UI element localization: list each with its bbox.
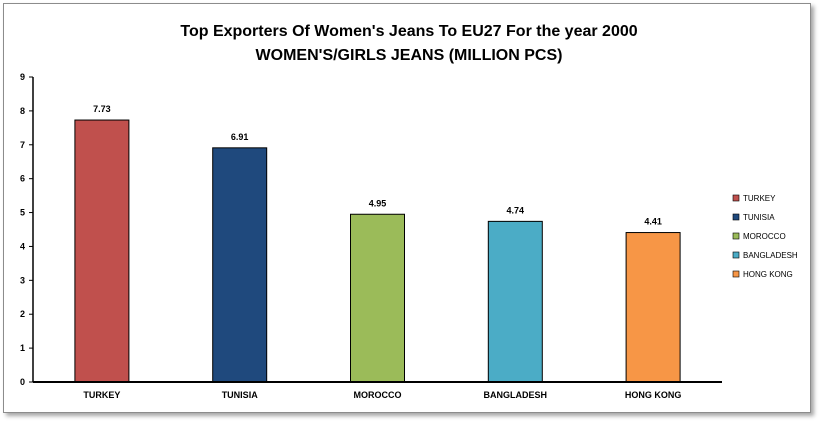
data-label: 4.74 [507,205,525,215]
chart-subtitle: WOMEN'S/GIRLS JEANS (MILLION PCS) [256,47,563,64]
legend-swatch [732,232,740,240]
x-category-label: TURKEY [83,390,120,400]
data-label: 6.91 [231,132,249,142]
y-tick-label: 5 [20,208,25,218]
bar-morocco [350,213,405,383]
bar-tunisia [212,147,268,383]
y-tick-label: 9 [20,72,25,82]
y-tick-label: 8 [20,106,25,116]
legend-label: BANGLADESH [743,251,798,260]
y-tick-label: 4 [20,241,25,251]
y-tick-label: 2 [20,309,25,319]
chart-frame: Top Exporters Of Women's Jeans To EU27 F… [3,3,811,413]
plot-area: 0 1 2 3 4 5 6 7 8 9 7.73 TURKEY 6.91 TUNISIA 4.95 MOROC… [20,72,722,400]
legend-swatch [732,194,740,202]
x-category-label: TUNISIA [222,390,259,400]
legend-swatch [732,213,740,221]
y-tick-label: 0 [20,377,25,387]
y-tick-label: 3 [20,275,25,285]
y-tick-label: 7 [20,140,25,150]
chart-title: Top Exporters Of Women's Jeans To EU27 F… [180,23,637,40]
legend-label: HONG KONG [743,270,793,279]
x-category-label: MOROCCO [354,390,402,400]
chart-canvas: Top Exporters Of Women's Jeans To EU27 F… [20,23,798,400]
bar-turkey [74,119,130,383]
legend-label: TURKEY [743,194,776,203]
legend: TURKEY TUNISIA MOROCCO BANGLADESH HONG KONG [732,194,798,279]
data-label: 4.95 [369,198,387,208]
x-category-label: BANGLADESH [484,390,548,400]
bar-bangladesh [487,220,543,383]
legend-label: TUNISIA [743,213,775,222]
legend-swatch [732,251,740,259]
y-tick-label: 6 [20,174,25,184]
data-label: 7.73 [93,104,111,114]
bar-hong-kong [625,232,681,383]
data-label: 4.41 [644,217,662,227]
legend-label: MOROCCO [743,232,786,241]
y-tick-label: 1 [20,343,25,353]
legend-swatch [732,270,740,278]
x-category-label: HONG KONG [625,390,682,400]
